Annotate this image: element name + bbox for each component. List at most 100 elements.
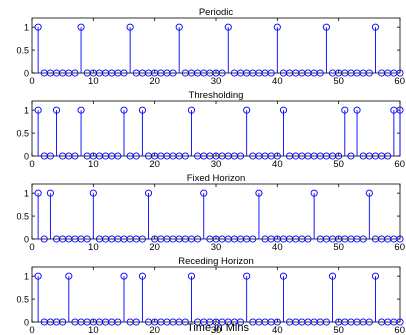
stem-marker (365, 189, 373, 197)
stem-marker (255, 189, 263, 197)
y-tick-label: 0 (24, 235, 29, 245)
stem-marker (34, 272, 42, 280)
x-tick-label: 30 (211, 159, 222, 170)
stem-marker (187, 106, 196, 114)
stem-marker (359, 235, 367, 243)
y-tick-label: 1 (24, 189, 29, 199)
x-tick-label: 20 (149, 76, 160, 87)
stem-marker (89, 189, 97, 197)
stem-marker (144, 189, 153, 197)
stem-marker (71, 69, 79, 77)
stem-marker (34, 23, 42, 31)
stem-marker (46, 152, 54, 160)
stem-marker (396, 69, 404, 77)
x-tick-label: 60 (394, 159, 405, 170)
stem-marker (316, 69, 324, 77)
stem-marker (322, 23, 330, 31)
panel-title: Periodic (199, 7, 234, 18)
panel-title: Thresholding (189, 90, 244, 101)
stem-marker (65, 272, 73, 280)
x-tick-label: 40 (272, 325, 283, 335)
stem-marker (187, 272, 196, 280)
stem-marker (71, 152, 79, 160)
stem-marker (77, 23, 85, 31)
stem-marker (181, 152, 189, 160)
x-tick-label: 30 (211, 325, 222, 335)
y-tick-label: 1 (24, 106, 29, 116)
stem-marker (396, 106, 404, 114)
stem-marker (396, 318, 404, 326)
stem-marker (365, 69, 373, 77)
x-axis-label: Time in Mins (187, 322, 249, 334)
stem-marker (341, 106, 349, 114)
stem-marker (114, 152, 122, 160)
stem-marker (279, 106, 288, 114)
x-tick-label: 40 (272, 76, 283, 87)
stem-marker (365, 318, 373, 326)
x-tick-label: 60 (394, 76, 405, 87)
x-tick-label: 0 (29, 159, 34, 170)
stem-marker (224, 23, 232, 31)
stem-marker (243, 272, 251, 280)
x-tick-label: 50 (333, 242, 344, 253)
y-tick-label: 0.5 (16, 129, 29, 139)
x-tick-label: 10 (88, 76, 99, 87)
x-tick-label: 20 (149, 325, 160, 335)
stem-marker (396, 235, 404, 243)
x-tick-label: 10 (88, 325, 99, 335)
stem-marker (77, 106, 85, 114)
x-tick-label: 60 (394, 325, 405, 335)
panel-title: Receding Horizon (178, 256, 254, 267)
x-tick-label: 40 (272, 242, 283, 253)
stem-marker (335, 152, 343, 160)
stem-marker (40, 235, 48, 243)
axes-box (31, 183, 401, 240)
stem-marker (279, 272, 288, 280)
stem-marker (120, 106, 128, 114)
y-tick-label: 0.5 (16, 212, 29, 222)
stem-marker (347, 152, 355, 160)
stem-marker (132, 152, 140, 160)
stem-marker (322, 318, 330, 326)
stem-marker (310, 189, 318, 197)
stem-marker (138, 235, 146, 243)
y-tick-label: 0 (24, 69, 29, 79)
x-tick-label: 10 (88, 159, 99, 170)
x-tick-label: 50 (333, 325, 344, 335)
x-tick-label: 20 (149, 159, 160, 170)
y-tick-label: 0 (24, 152, 29, 162)
stem-marker (138, 272, 146, 280)
x-tick-label: 30 (211, 76, 222, 87)
stem-marker (353, 106, 361, 114)
stem-marker (138, 106, 146, 114)
y-tick-label: 0.5 (16, 295, 29, 305)
stem-marker (218, 69, 226, 77)
x-tick-label: 60 (394, 242, 405, 253)
stem-marker (371, 272, 380, 280)
stem-marker (328, 272, 337, 280)
stem-marker (236, 318, 245, 326)
stem-marker (169, 69, 177, 77)
axes-box (31, 17, 401, 74)
stem-marker (236, 152, 245, 160)
stem-marker (83, 235, 91, 243)
stem-marker (267, 69, 275, 77)
stem-marker (114, 318, 122, 326)
panel-title: Fixed Horizon (187, 173, 246, 184)
stem-marker (59, 318, 67, 326)
stem-marker (46, 189, 54, 197)
stem-marker (273, 23, 281, 31)
x-tick-label: 50 (333, 76, 344, 87)
stem-marker (34, 189, 42, 197)
y-tick-label: 1 (24, 23, 29, 33)
stem-marker (175, 23, 183, 31)
stem-marker (194, 235, 202, 243)
stem-marker (371, 23, 380, 31)
stem-marker (181, 318, 189, 326)
